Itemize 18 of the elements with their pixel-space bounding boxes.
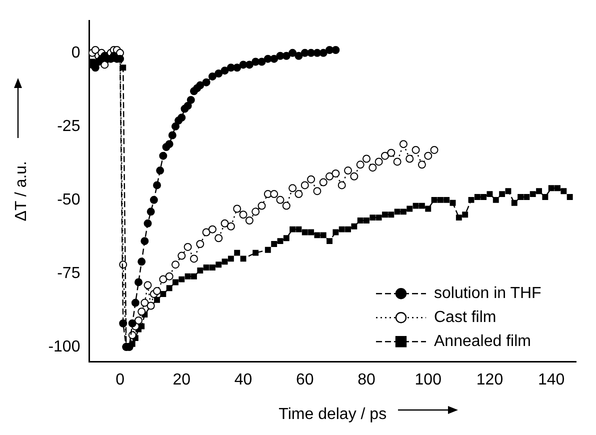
x-axis-title: Time delay / ps — [278, 406, 387, 423]
x-tick-label: 0 — [116, 372, 125, 389]
x-tick-label: 120 — [476, 372, 504, 389]
legend-label: Cast film — [434, 309, 496, 326]
legend-label: Annealed film — [434, 333, 531, 350]
y-tick-label: -25 — [57, 118, 80, 135]
x-tick-label: 60 — [296, 372, 314, 389]
y-axis-title: ΔT / a.u. — [13, 161, 30, 222]
x-tick-label: 80 — [358, 372, 376, 389]
y-tick-label: -100 — [48, 338, 80, 356]
y-tick-label: 0 — [71, 44, 80, 62]
x-tick-label: 140 — [538, 372, 565, 389]
y-tick-label: -75 — [57, 264, 80, 282]
x-tick-label: 40 — [234, 372, 252, 389]
legend-label: solution in THF — [434, 285, 542, 302]
y-tick-label: -50 — [57, 191, 80, 208]
x-tick-label: 20 — [172, 372, 191, 389]
x-tick-label: 100 — [414, 372, 442, 389]
